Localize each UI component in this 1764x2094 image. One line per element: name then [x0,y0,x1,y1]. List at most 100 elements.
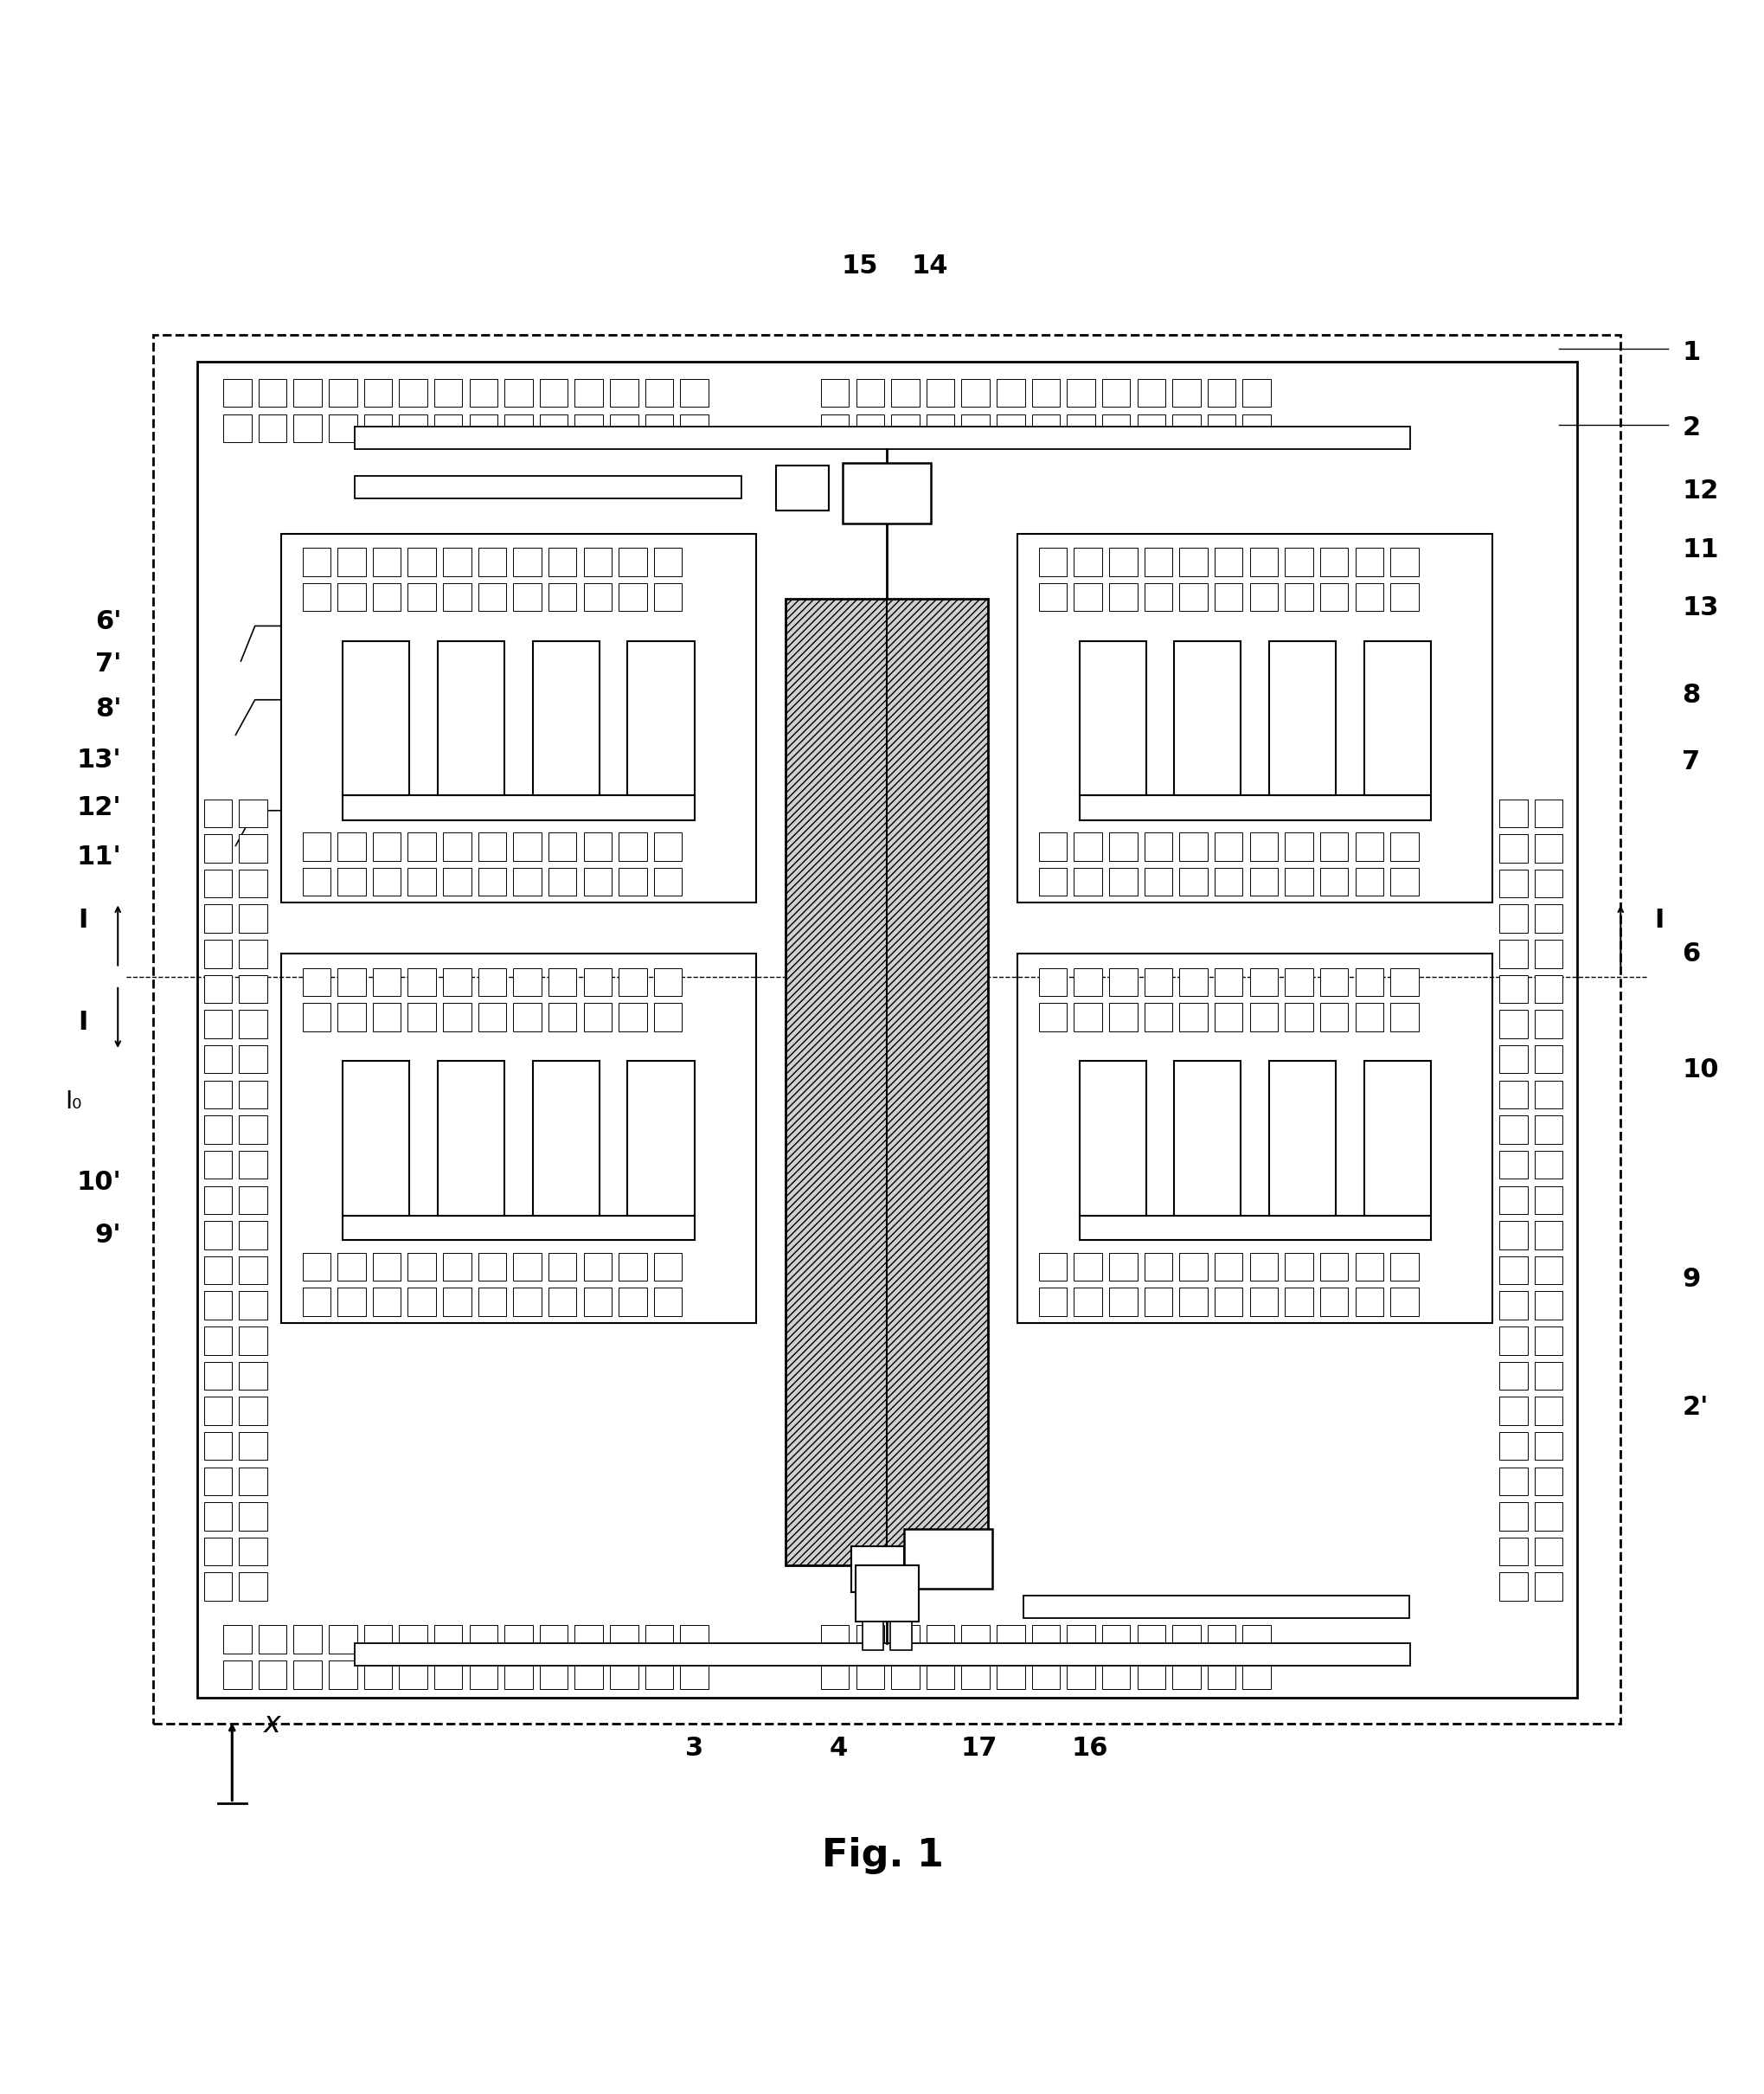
Bar [1533,1432,1561,1460]
Text: 6': 6' [95,609,122,634]
Bar [469,1661,497,1688]
Bar [224,379,250,406]
Bar [891,415,919,442]
Bar [205,905,233,932]
Bar [1178,1003,1207,1030]
Bar [926,379,954,406]
Bar [619,1252,647,1282]
Bar [1355,1252,1383,1282]
Bar [1018,955,1492,1323]
Bar [584,833,612,861]
Bar [856,1661,884,1688]
Bar [1178,867,1207,896]
Bar [1249,1003,1277,1030]
Bar [443,549,471,576]
Bar [372,582,400,611]
Bar [337,867,365,896]
Bar [646,379,672,406]
Bar [258,415,286,442]
Bar [1499,1292,1528,1319]
Bar [1136,415,1164,442]
Text: 15: 15 [841,253,877,279]
Bar [679,415,707,442]
Bar [1390,1252,1418,1282]
Bar [1101,379,1129,406]
Bar [280,534,755,903]
Bar [342,1062,409,1217]
Bar [434,1625,462,1654]
Bar [1136,1661,1164,1688]
Bar [679,1661,707,1688]
Bar [549,1003,577,1030]
Bar [469,415,497,442]
Bar [1108,1288,1136,1315]
Bar [302,549,330,576]
Text: 6: 6 [1681,942,1700,965]
Text: 12: 12 [1681,480,1718,505]
Text: I: I [1653,907,1663,932]
Bar [654,967,681,997]
Bar [302,867,330,896]
Bar [337,1252,365,1282]
Bar [224,1661,250,1688]
Bar [505,1625,533,1654]
Bar [205,976,233,1003]
Bar [478,833,506,861]
Bar [575,1625,603,1654]
Bar [654,1288,681,1315]
Text: 13': 13' [76,748,122,773]
Bar [478,582,506,611]
Bar [355,475,741,498]
Bar [153,335,1619,1723]
Bar [1533,1361,1561,1390]
Bar [238,905,266,932]
Text: 2: 2 [1681,415,1699,440]
Bar [1390,967,1418,997]
Bar [224,1625,250,1654]
Bar [1242,1661,1270,1688]
Bar [238,1256,266,1284]
Bar [1249,833,1277,861]
Bar [363,1625,392,1654]
Bar [1499,1009,1528,1039]
Text: 16: 16 [1071,1736,1108,1761]
Bar [889,1623,910,1650]
Bar [205,1221,233,1250]
Bar [302,1003,330,1030]
Bar [1499,1397,1528,1424]
Bar [646,1661,672,1688]
Bar [337,549,365,576]
Bar [205,1501,233,1531]
Bar [549,1288,577,1315]
Bar [399,1661,427,1688]
Bar [407,549,436,576]
Text: 17: 17 [960,1736,997,1761]
Bar [238,1116,266,1143]
Bar [238,800,266,827]
Bar [1284,967,1312,997]
Text: 9': 9' [95,1223,122,1248]
Bar [407,1003,436,1030]
Bar [1039,833,1067,861]
Bar [328,1661,356,1688]
Bar [1390,582,1418,611]
Bar [1499,869,1528,898]
Bar [1178,1252,1207,1282]
Bar [407,867,436,896]
Bar [1533,800,1561,827]
Bar [961,1625,990,1654]
Bar [1171,1625,1200,1654]
Bar [1242,379,1270,406]
Bar [1143,582,1171,611]
Bar [1173,1062,1240,1217]
Bar [1178,833,1207,861]
Bar [856,1566,917,1623]
Bar [293,1661,321,1688]
Bar [1319,549,1348,576]
Bar [1355,833,1383,861]
Bar [1364,641,1431,796]
Bar [328,379,356,406]
Bar [469,1625,497,1654]
Bar [238,833,266,863]
Bar [205,1152,233,1179]
